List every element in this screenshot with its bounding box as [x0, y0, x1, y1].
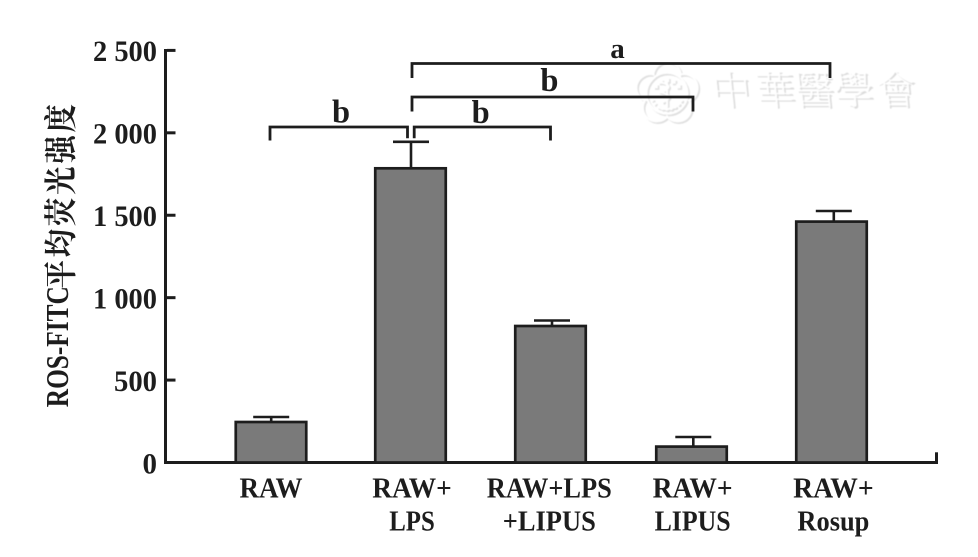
svg-text:b: b	[540, 63, 558, 99]
svg-text:b: b	[332, 95, 350, 131]
svg-text:Rosup: Rosup	[797, 506, 869, 538]
svg-text:RAW+: RAW+	[653, 473, 733, 505]
svg-text:2 000: 2 000	[93, 118, 157, 151]
svg-text:1 500: 1 500	[93, 200, 157, 233]
svg-text:500: 500	[114, 365, 157, 398]
svg-text:ROS-FITC: ROS-FITC	[40, 286, 75, 407]
svg-text:a: a	[610, 33, 625, 65]
svg-text:RAW+LPS: RAW+LPS	[487, 473, 612, 505]
svg-text:0: 0	[143, 447, 158, 480]
svg-text:RAW+: RAW+	[372, 473, 452, 505]
svg-text:RAW: RAW	[240, 473, 303, 505]
svg-text:1 000: 1 000	[93, 283, 157, 316]
svg-text:+LIPUS: +LIPUS	[503, 506, 596, 538]
svg-text:b: b	[472, 95, 490, 131]
svg-text:LPS: LPS	[389, 506, 435, 538]
svg-text:2 500: 2 500	[93, 35, 157, 68]
svg-text:LIPUS: LIPUS	[655, 506, 731, 538]
svg-text:RAW+: RAW+	[793, 473, 874, 505]
